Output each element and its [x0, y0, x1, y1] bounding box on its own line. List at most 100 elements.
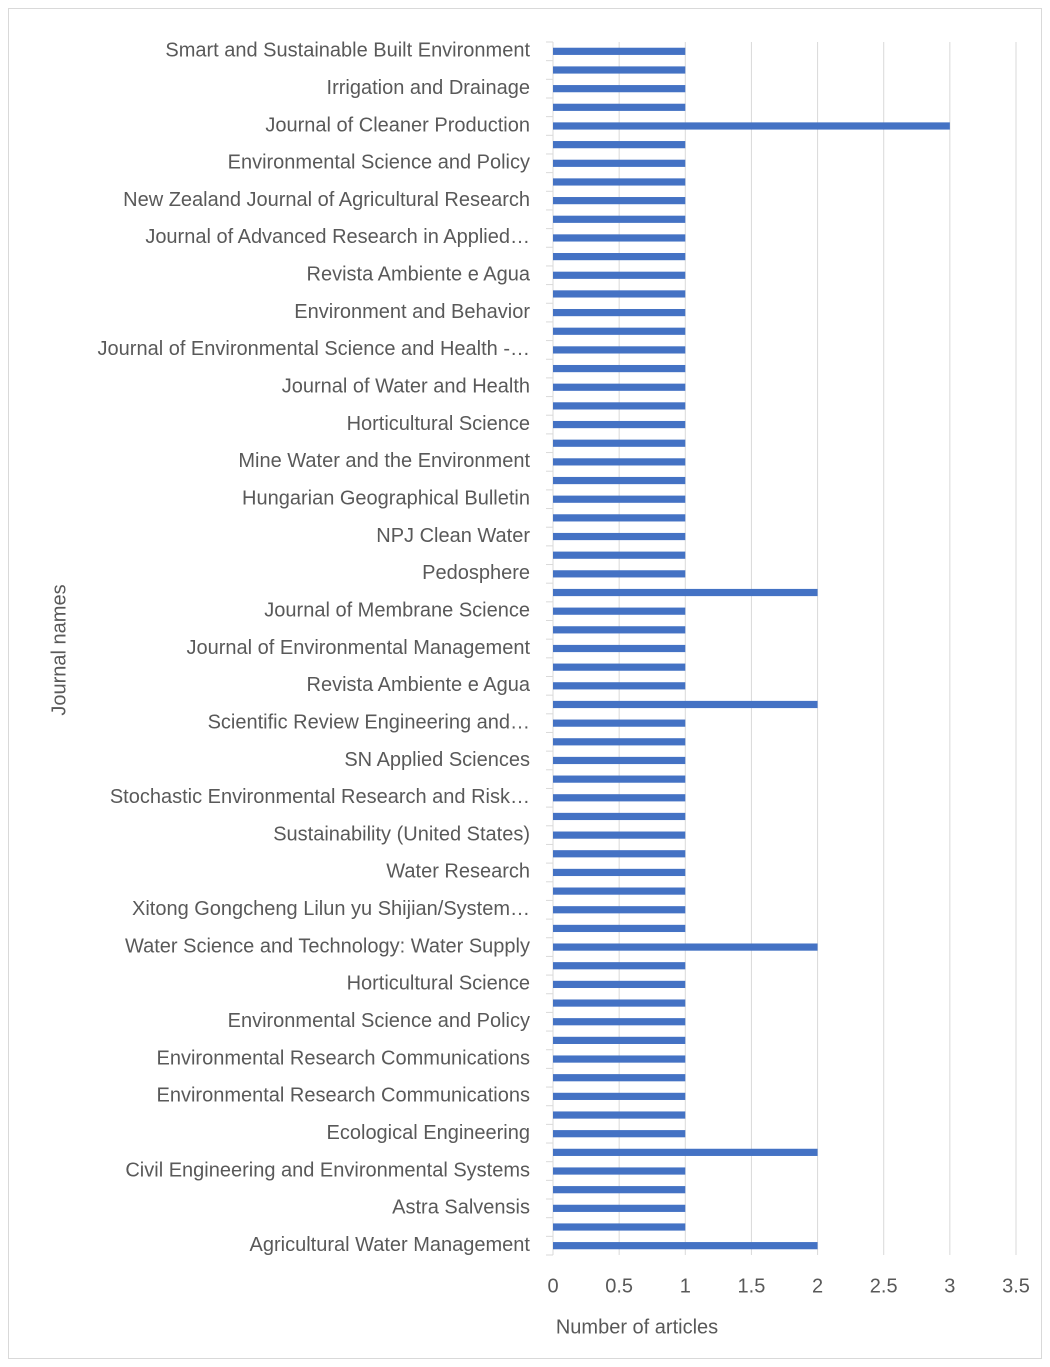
bar — [553, 1092, 686, 1100]
x-axis-label: Number of articles — [556, 1316, 718, 1338]
y-tick-label: Journal of Environmental Science and Hea… — [98, 338, 530, 360]
bar — [553, 682, 686, 690]
bar — [553, 178, 686, 186]
bar — [553, 420, 686, 429]
bar — [553, 700, 818, 709]
bar — [553, 607, 686, 615]
bar — [553, 1130, 686, 1138]
bar — [553, 1204, 686, 1212]
bar — [553, 1036, 686, 1044]
x-tick-label: 1.5 — [738, 1275, 766, 1297]
bar — [553, 1242, 818, 1250]
bar — [553, 47, 686, 55]
bar — [553, 644, 686, 653]
y-tick-label: Revista Ambiente e Agua — [307, 264, 531, 286]
bar — [553, 495, 686, 503]
x-tick-label: 3.5 — [1002, 1275, 1030, 1297]
bar — [553, 775, 686, 783]
bar — [553, 1186, 686, 1194]
bar — [553, 831, 686, 839]
y-tick-label: Sustainability (United States) — [273, 823, 530, 845]
y-tick-label: Stochastic Environmental Research and Ri… — [110, 786, 530, 808]
y-tick-label: Ecological Engineering — [327, 1122, 530, 1144]
x-tick-label: 3 — [944, 1275, 955, 1297]
y-tick-label: Environment and Behavior — [294, 301, 530, 323]
bar — [553, 141, 686, 149]
x-tick-label: 2 — [812, 1275, 823, 1297]
bar — [553, 1111, 686, 1119]
bar — [553, 476, 686, 485]
y-tick-label: Smart and Sustainable Built Environment — [165, 40, 530, 62]
bar — [553, 812, 686, 821]
bar — [553, 663, 686, 671]
y-tick-label: Water Research — [386, 861, 530, 883]
bar — [553, 159, 686, 167]
bar — [553, 402, 686, 410]
y-axis-label: Journal names — [48, 584, 70, 715]
bar — [553, 1223, 686, 1231]
bar — [553, 850, 686, 858]
bar — [553, 738, 686, 746]
bar — [553, 364, 686, 373]
y-tick-label: Horticultural Science — [347, 973, 530, 995]
y-tick-label: Agricultural Water Management — [250, 1234, 531, 1256]
y-tick-label: SN Applied Sciences — [344, 749, 530, 771]
bar — [553, 85, 686, 93]
bar — [553, 103, 686, 111]
bar — [553, 290, 686, 298]
bar — [553, 383, 686, 391]
bar — [553, 924, 686, 933]
y-tick-label: Environmental Research Communications — [157, 1047, 531, 1069]
bar — [553, 215, 686, 223]
x-tick-label: 0.5 — [605, 1275, 633, 1297]
bar — [553, 1074, 686, 1082]
bar — [553, 327, 686, 335]
bar — [553, 551, 686, 559]
bar — [553, 1055, 686, 1063]
bar — [553, 458, 686, 466]
chart-frame — [8, 8, 1042, 1359]
y-tick-label: Journal of Environmental Management — [186, 637, 530, 659]
bar — [553, 253, 686, 261]
y-tick-label: Horticultural Science — [347, 413, 530, 435]
bar — [553, 308, 686, 317]
bar — [553, 999, 686, 1007]
y-tick-label: Mine Water and the Environment — [238, 450, 530, 472]
y-tick-label: Environmental Science and Policy — [228, 152, 530, 174]
y-tick-label: Environmental Science and Policy — [228, 1010, 530, 1032]
bar — [553, 514, 686, 522]
bar — [553, 626, 686, 634]
y-tick-label: Journal of Membrane Science — [264, 599, 530, 621]
y-tick-label: Journal of Water and Health — [282, 376, 530, 398]
x-tick-label: 1 — [680, 1275, 691, 1297]
bar — [553, 719, 686, 727]
bar — [553, 980, 686, 989]
y-tick-label: Journal of Cleaner Production — [265, 114, 530, 136]
y-tick-label: Environmental Research Communications — [157, 1085, 531, 1107]
y-tick-label: Pedosphere — [422, 562, 530, 584]
y-tick-label: Irrigation and Drainage — [327, 77, 530, 99]
bar — [553, 271, 686, 279]
y-tick-label: Hungarian Geographical Bulletin — [242, 487, 530, 509]
y-tick-label: Scientific Review Engineering and… — [208, 711, 530, 733]
bar — [553, 906, 686, 914]
bar — [553, 868, 686, 877]
bar — [553, 756, 686, 765]
y-tick-label: Revista Ambiente e Agua — [307, 674, 531, 696]
bar — [553, 439, 686, 447]
x-tick-label: 0 — [547, 1275, 558, 1297]
y-tick-label: NPJ Clean Water — [376, 525, 530, 547]
y-tick-label: Astra Salvensis — [392, 1197, 530, 1219]
y-tick-label: Civil Engineering and Environmental Syst… — [125, 1159, 530, 1181]
bar — [553, 122, 950, 130]
y-tick-label: Water Science and Technology: Water Supp… — [125, 935, 530, 957]
bar — [553, 346, 686, 354]
y-tick-label: Journal of Advanced Research in Applied… — [145, 226, 530, 248]
bar — [553, 234, 686, 242]
bar — [553, 588, 818, 597]
bar — [553, 532, 686, 541]
bar — [553, 1018, 686, 1026]
x-tick-label: 2.5 — [870, 1275, 898, 1297]
bar — [553, 943, 818, 951]
